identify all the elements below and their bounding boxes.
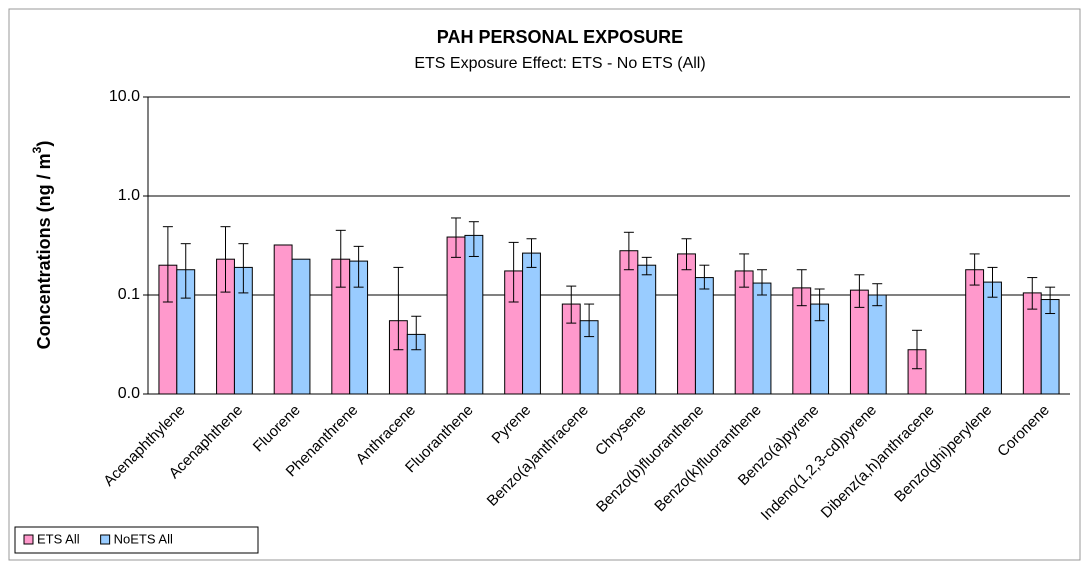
legend: ETS All NoETS All	[14, 526, 259, 554]
legend-swatch	[23, 534, 34, 545]
error-bar	[335, 229, 346, 288]
bar	[619, 250, 639, 395]
error-bar	[353, 245, 364, 288]
legend-swatch	[100, 534, 111, 545]
error-bar	[987, 266, 998, 298]
error-bar	[180, 243, 191, 299]
bar	[965, 269, 985, 395]
error-bar	[566, 285, 577, 324]
bar	[677, 253, 696, 395]
error-bar	[1045, 286, 1056, 315]
error-bar	[756, 269, 767, 296]
error-bar	[872, 283, 883, 307]
error-bar	[508, 241, 519, 303]
legend-label: ETS All	[37, 531, 80, 546]
error-bar	[699, 264, 710, 290]
chart-subtitle: ETS Exposure Effect: ETS - No ETS (All)	[414, 55, 705, 72]
bar	[446, 236, 466, 395]
bar	[867, 294, 887, 395]
error-bar	[393, 266, 404, 351]
error-bar	[681, 238, 692, 271]
legend-label: NoETS All	[114, 531, 173, 546]
bar	[637, 264, 657, 395]
error-bar	[526, 238, 537, 268]
error-bar	[162, 226, 173, 303]
y-label-end: )	[34, 141, 54, 147]
chart-title: PAH PERSONAL EXPOSURE	[437, 27, 683, 47]
error-bar	[814, 288, 825, 322]
legend-box	[14, 526, 259, 554]
error-bar	[220, 226, 231, 293]
error-bar	[584, 303, 595, 338]
error-bar	[641, 256, 652, 276]
error-bar	[912, 329, 923, 370]
error-bar	[468, 221, 479, 257]
bar	[983, 281, 1002, 395]
error-bar	[451, 217, 462, 258]
y-tick-label: 0.1	[118, 286, 140, 303]
y-tick-label: 10.0	[109, 88, 140, 105]
error-bar	[796, 269, 807, 307]
bar	[273, 244, 293, 395]
y-label-text: Concentrations (ng / m	[34, 153, 54, 349]
error-bar	[969, 253, 980, 286]
bar	[694, 277, 714, 395]
bar	[291, 258, 311, 395]
error-bar	[739, 253, 750, 288]
bar	[752, 282, 772, 395]
y-label-superscript: 3	[30, 146, 44, 153]
error-bar	[1027, 277, 1038, 310]
error-bar	[411, 315, 422, 351]
y-tick-label: 1.0	[118, 187, 140, 204]
bar	[522, 252, 541, 395]
error-bar	[854, 274, 865, 308]
bar	[734, 270, 754, 395]
y-tick-label: 0.0	[118, 385, 140, 402]
error-bar	[623, 231, 634, 271]
bar	[464, 234, 484, 395]
y-axis-label: Concentrations (ng / m3)	[30, 141, 54, 350]
error-bar	[238, 243, 249, 294]
